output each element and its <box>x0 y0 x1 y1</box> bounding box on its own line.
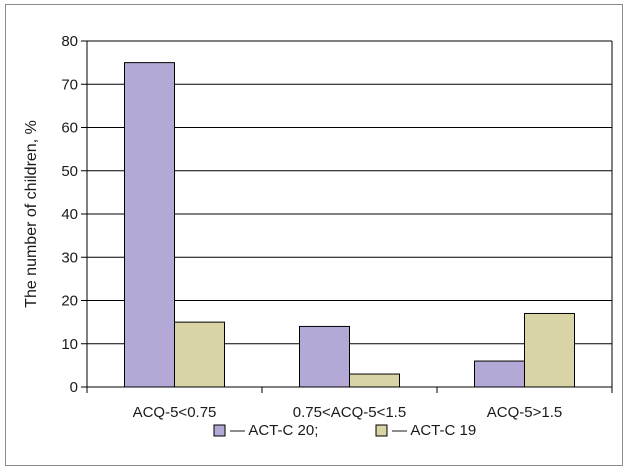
legend-swatch-2 <box>375 424 388 437</box>
y-tick-label: 50 <box>61 163 78 180</box>
category-labels: ACQ-5<0.75 0.75<ACQ-5<1.5 ACQ-5>1.5 <box>133 404 563 421</box>
y-tick-label: 0 <box>70 379 78 396</box>
category-label: ACQ-5>1.5 <box>487 404 562 421</box>
legend-swatch-1 <box>213 424 226 437</box>
y-tick-label: 70 <box>61 76 78 93</box>
bar-chart: 0 10 20 30 40 50 60 70 80 ACQ-5<0.75 0.75<ACQ-5<1… <box>23 33 613 439</box>
legend-label-1: — ACT-C 20; <box>230 422 318 439</box>
bar-1-1 <box>124 62 175 388</box>
bar-1-2 <box>299 325 350 388</box>
chart-frame: 0 10 20 30 40 50 60 70 80 ACQ-5<0.75 0.75<ACQ-5<1… <box>5 4 623 466</box>
category-label: 0.75<ACQ-5<1.5 <box>293 404 406 421</box>
y-tick-label: 60 <box>61 120 78 137</box>
bar-1-3 <box>474 360 525 388</box>
legend-label-2: — ACT-C 19 <box>392 422 476 439</box>
legend: — ACT-C 20; — ACT-C 19 <box>213 422 476 439</box>
y-tick-label: 80 <box>61 33 78 50</box>
y-tick-label: 40 <box>61 206 78 223</box>
y-tick-labels: 0 10 20 30 40 50 60 70 80 <box>61 33 87 396</box>
y-tick-label: 20 <box>61 293 78 310</box>
y-tick-label: 10 <box>61 336 78 353</box>
bar-2-1 <box>174 321 225 388</box>
category-label: ACQ-5<0.75 <box>133 404 217 421</box>
bars <box>124 62 575 388</box>
bar-2-3 <box>524 312 575 388</box>
bar-2-2 <box>349 373 400 388</box>
y-axis-title: The number of children, % <box>23 120 40 308</box>
y-tick-label: 30 <box>61 249 78 266</box>
axes <box>86 40 613 393</box>
